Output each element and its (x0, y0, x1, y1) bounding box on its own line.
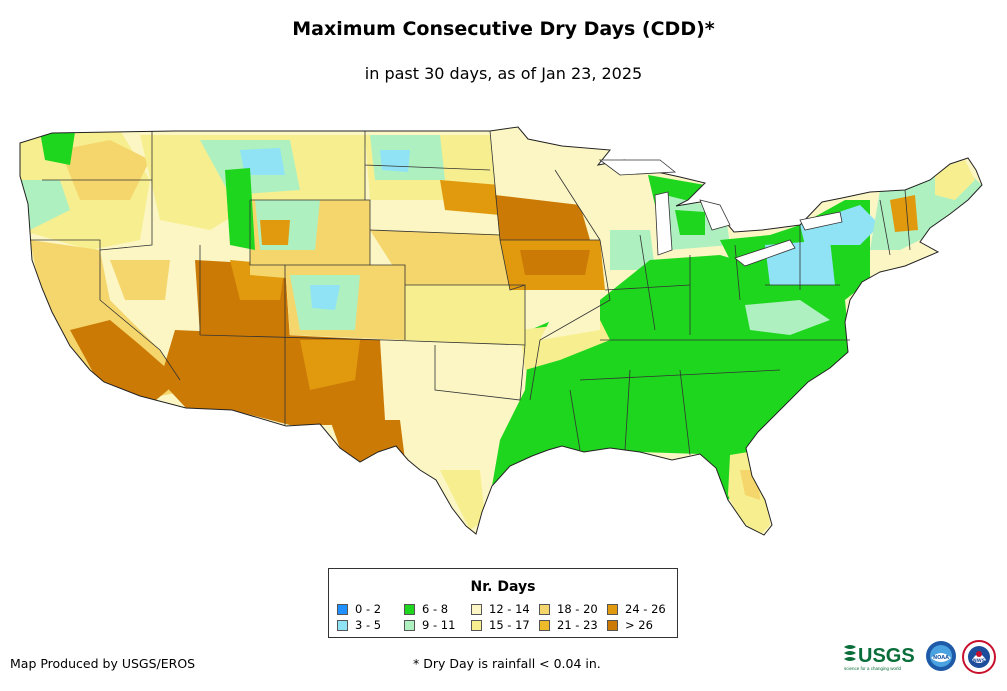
usgs-logo: USGS science for a changing world (844, 645, 915, 671)
boundary-four-corners (199, 245, 386, 341)
coast-region-9-11 (20, 180, 70, 230)
legend-item: 9 - 11 (404, 619, 455, 632)
boundary-pa (765, 225, 840, 290)
boundary-wi-il (554, 169, 691, 331)
legend-item: 12 - 14 (471, 603, 530, 616)
map-title: Maximum Consecutive Dry Days (CDD)* (292, 18, 715, 40)
legend-item: 3 - 5 (337, 619, 381, 632)
legend-item: > 26 (607, 619, 653, 632)
south-texas-region-15-17 (440, 470, 485, 530)
boundary-ms-al-ga (569, 369, 691, 456)
nm-region-24-26 (300, 340, 360, 390)
legend-swatch (471, 604, 482, 615)
boundary-dakotas (364, 131, 501, 236)
wyoming-region-24-26 (260, 220, 290, 245)
legend-label: > 26 (625, 618, 653, 632)
virginia-region-9-11 (745, 300, 830, 335)
map-credit: Map Produced by USGS/EROS (10, 656, 196, 671)
boundary-ca-or (30, 239, 101, 250)
lake-michigan (654, 191, 673, 256)
lake-huron (699, 199, 731, 231)
legend-swatch (607, 604, 618, 615)
noaa-logo: NOAA (926, 641, 956, 671)
nd-region-3-5 (380, 150, 410, 172)
nws-wordmark: NWS (973, 658, 985, 664)
legend-label: 12 - 14 (489, 602, 530, 616)
boundary-tn-ky (579, 339, 850, 381)
ar-ok-region-15-17 (520, 320, 610, 370)
noaa-wordmark: NOAA (933, 655, 949, 661)
boundary-new-england (879, 189, 911, 256)
boundary-iowa-mo (500, 239, 611, 401)
legend: Nr. Days 0 - 2 3 - 5 6 - 8 9 - 11 12 - 1… (328, 568, 678, 638)
montana-region-3-5 (240, 148, 285, 175)
dry-day-footnote: * Dry Day is rainfall < 0.04 in. (413, 656, 601, 671)
texas-region-12-14 (380, 340, 525, 534)
legend-label: 0 - 2 (355, 602, 382, 616)
ny-region-3-5 (800, 205, 880, 245)
legend-label: 15 - 17 (489, 618, 530, 632)
legend-swatch (539, 604, 550, 615)
lake-erie (734, 239, 796, 267)
legend-label: 24 - 26 (625, 602, 666, 616)
kansas-region-15-17 (405, 285, 525, 345)
boundary-colorado (285, 264, 406, 340)
legend-swatch (607, 620, 618, 631)
boundary-wyoming (249, 199, 371, 425)
cdd-color-regions (20, 127, 982, 535)
legend-label: 21 - 23 (557, 618, 598, 632)
legend-item: 0 - 2 (337, 603, 381, 616)
iowa-region-gt26 (520, 250, 590, 275)
oregon-region-18-20 (60, 140, 150, 200)
legend-label: 18 - 20 (557, 602, 598, 616)
nws-logo: NWS (962, 640, 996, 674)
usgs-tagline: science for a changing world (844, 666, 902, 671)
legend-swatch (337, 620, 348, 631)
great-lakes (598, 159, 843, 267)
legend-item: 18 - 20 (539, 603, 598, 616)
legend-item: 21 - 23 (539, 619, 598, 632)
lake-ontario (799, 211, 843, 231)
legend-item: 6 - 8 (404, 603, 448, 616)
socal-region-gt26 (70, 320, 180, 405)
missouri-region-12-14 (540, 300, 600, 340)
legend-label: 9 - 11 (422, 618, 456, 632)
idaho-region-6-8 (225, 168, 255, 250)
legend-label: 3 - 5 (355, 618, 382, 632)
boundary-in-oh (689, 244, 741, 335)
legend-item: 15 - 17 (471, 619, 530, 632)
michigan-region-6-8 (675, 210, 705, 235)
legend-swatch (337, 604, 348, 615)
lake-superior (598, 159, 677, 176)
legend-swatch (471, 620, 482, 631)
usgs-wordmark: USGS (858, 645, 915, 667)
boundary-nevada (99, 131, 181, 381)
legend-label: 6 - 8 (422, 602, 449, 616)
legend-swatch (539, 620, 550, 631)
colorado-region-3-5 (310, 285, 340, 310)
legend-title: Nr. Days (470, 579, 536, 595)
state-boundaries (30, 130, 911, 456)
boundary-kansas (384, 284, 526, 346)
boundary-oklahoma (434, 344, 526, 401)
boundary-mn-ia (489, 130, 526, 345)
legend-swatch (404, 604, 415, 615)
wisconsin-region-12-14 (555, 170, 650, 240)
wa-region-6-8 (40, 132, 75, 165)
sd-region-24-26 (440, 180, 500, 215)
maine-region-15-17 (935, 160, 975, 200)
legend-item: 24 - 26 (607, 603, 666, 616)
legend-swatch (404, 620, 415, 631)
arizona-region-gt26 (160, 330, 290, 425)
mn-region-gt26 (495, 195, 590, 240)
nevada-region-18-20 (110, 260, 170, 300)
nebraska-region-18-20 (370, 230, 525, 285)
west-texas-region-gt26 (330, 420, 405, 462)
vermont-region-24-26 (890, 195, 918, 232)
map-subtitle: in past 30 days, as of Jan 23, 2025 (364, 64, 643, 83)
